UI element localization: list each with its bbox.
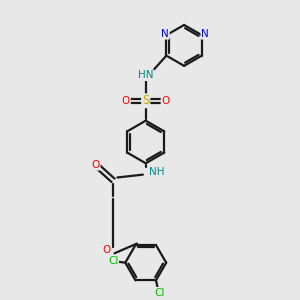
Text: HN: HN (138, 70, 154, 80)
Text: O: O (91, 160, 100, 170)
Text: N: N (201, 29, 209, 39)
Text: NH: NH (149, 167, 164, 177)
Text: O: O (103, 245, 111, 256)
Text: Cl: Cl (154, 289, 165, 298)
Text: Cl: Cl (108, 256, 118, 266)
Text: S: S (142, 94, 149, 107)
Text: N: N (161, 29, 169, 39)
Text: O: O (161, 96, 170, 106)
Text: O: O (122, 96, 130, 106)
